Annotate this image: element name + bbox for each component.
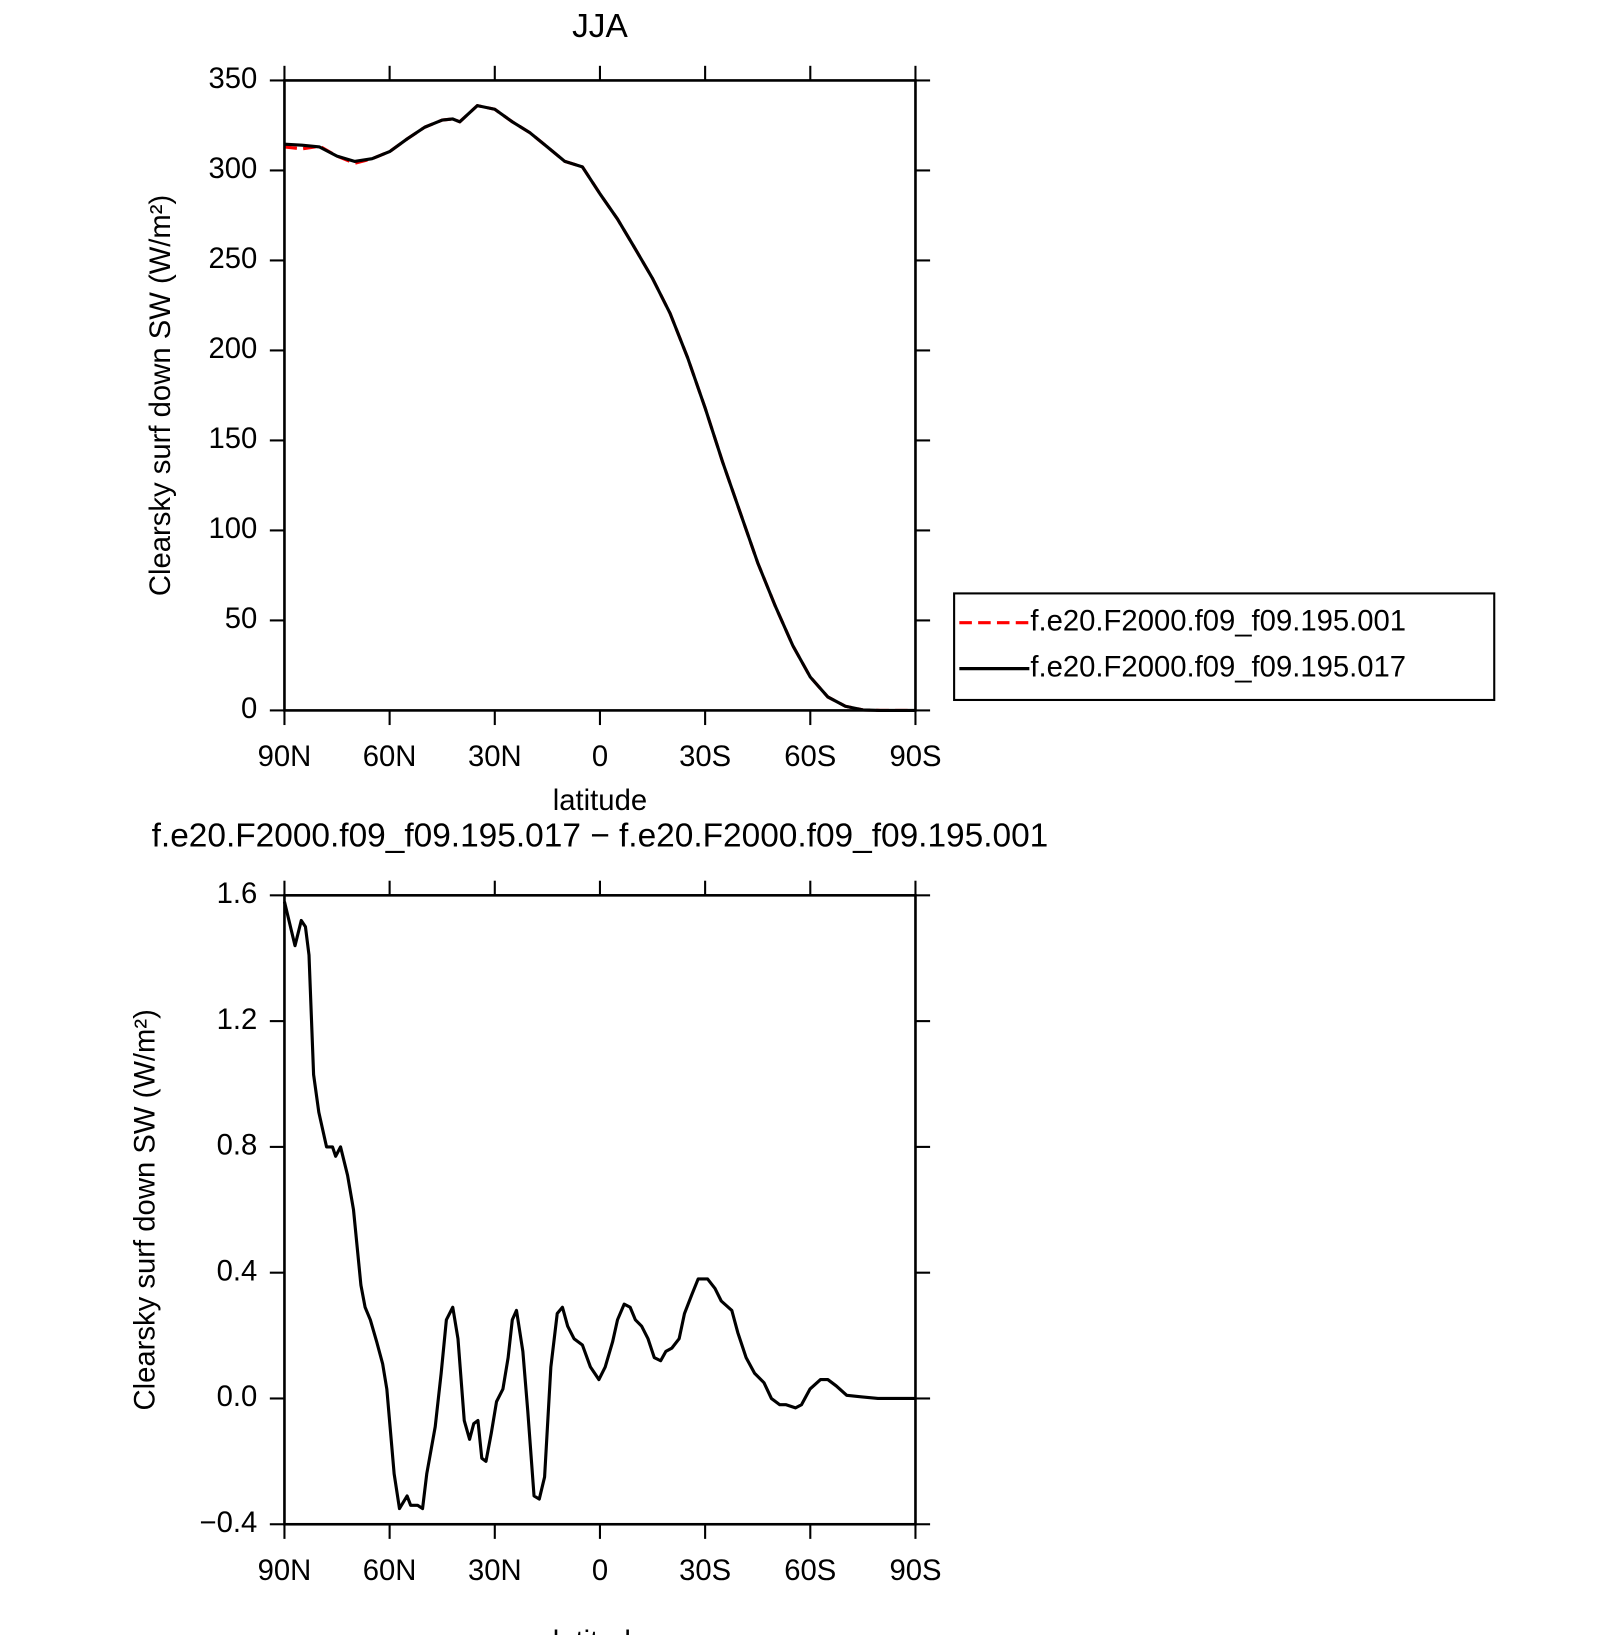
y-tick-label: 0.4 bbox=[217, 1255, 258, 1287]
y-tick-label: 100 bbox=[208, 513, 257, 545]
y-tick-label: 150 bbox=[208, 423, 257, 455]
x-tick-label: 60N bbox=[363, 741, 417, 773]
x-tick-label: 90N bbox=[258, 741, 312, 773]
x-tick-label: 60N bbox=[363, 1555, 417, 1587]
x-axis-label: latitude bbox=[553, 1626, 647, 1635]
y-tick-label: −0.4 bbox=[200, 1507, 258, 1539]
y-axis-label: Clearsky surf down SW (W/m²) bbox=[145, 195, 177, 596]
y-tick-label: 50 bbox=[225, 603, 258, 635]
x-axis-label: latitude bbox=[553, 785, 647, 817]
x-tick-label: 60S bbox=[784, 1555, 836, 1587]
x-tick-label: 30N bbox=[468, 741, 522, 773]
chart-title: JJA bbox=[572, 8, 628, 45]
x-tick-label: 90S bbox=[889, 741, 941, 773]
y-axis-label: Clearsky surf down SW (W/m²) bbox=[129, 1009, 161, 1410]
x-tick-label: 90S bbox=[889, 1555, 941, 1587]
x-tick-label: 30S bbox=[679, 1555, 731, 1587]
y-tick-label: 350 bbox=[208, 63, 257, 95]
x-tick-label: 30S bbox=[679, 741, 731, 773]
y-tick-label: 0.8 bbox=[217, 1130, 258, 1162]
y-tick-label: 0 bbox=[241, 693, 257, 725]
plot-frame bbox=[283, 894, 917, 1526]
x-tick-label: 30N bbox=[468, 1555, 522, 1587]
y-tick-label: 200 bbox=[208, 333, 257, 365]
legend-label: f.e20.F2000.f09_f09.195.001 bbox=[1030, 605, 1406, 637]
x-tick-label: 90N bbox=[258, 1555, 312, 1587]
y-tick-label: 1.6 bbox=[217, 878, 258, 910]
chart-title: f.e20.F2000.f09_f09.195.017 − f.e20.F200… bbox=[152, 818, 1049, 855]
y-tick-label: 1.2 bbox=[217, 1004, 258, 1036]
plot-frame bbox=[283, 79, 917, 712]
y-tick-label: 0.0 bbox=[217, 1381, 258, 1413]
x-tick-label: 60S bbox=[784, 741, 836, 773]
series-line bbox=[282, 901, 916, 1511]
y-tick-label: 250 bbox=[208, 243, 257, 275]
x-tick-label: 0 bbox=[592, 1555, 608, 1587]
y-tick-label: 300 bbox=[208, 153, 257, 185]
legend-label: f.e20.F2000.f09_f09.195.017 bbox=[1030, 651, 1406, 683]
x-tick-label: 0 bbox=[592, 741, 608, 773]
legend-box bbox=[953, 592, 1496, 702]
series-line bbox=[284, 104, 916, 712]
